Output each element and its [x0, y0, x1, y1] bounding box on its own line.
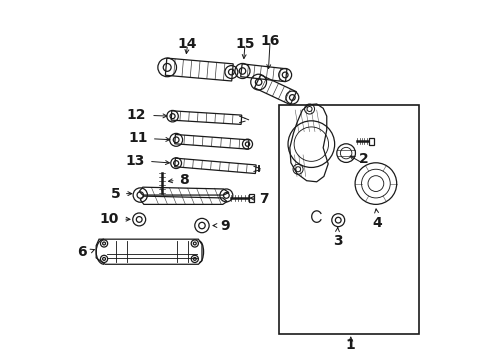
FancyBboxPatch shape [369, 138, 374, 145]
Text: 2: 2 [359, 152, 368, 166]
Text: 13: 13 [125, 154, 145, 168]
Text: 16: 16 [260, 34, 280, 48]
Text: 5: 5 [110, 186, 120, 201]
Text: 14: 14 [178, 37, 197, 51]
Text: 15: 15 [235, 37, 255, 51]
Text: 8: 8 [179, 173, 189, 187]
FancyBboxPatch shape [249, 194, 254, 202]
Text: 6: 6 [77, 245, 87, 259]
Text: 9: 9 [220, 219, 229, 233]
Text: 4: 4 [372, 216, 382, 230]
Text: 11: 11 [128, 131, 147, 145]
Text: 1: 1 [346, 338, 356, 352]
Text: 3: 3 [333, 234, 343, 248]
Bar [279, 105, 419, 334]
Text: 12: 12 [127, 108, 147, 122]
Text: 7: 7 [259, 192, 269, 206]
Text: 10: 10 [99, 212, 119, 226]
